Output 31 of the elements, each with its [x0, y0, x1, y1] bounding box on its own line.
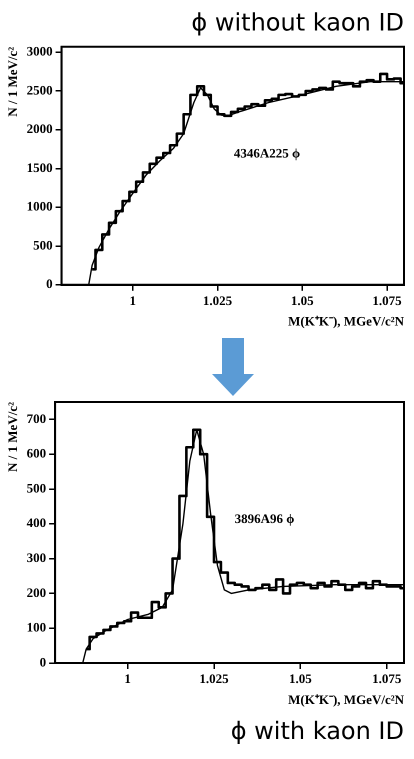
y-tick-label: 0: [40, 654, 46, 670]
y-tick-label: 3000: [26, 44, 53, 59]
y-tick-label: 300: [26, 550, 46, 565]
x-axis-title: M(K⁺K⁻), MGeV/c²N: [288, 314, 405, 329]
text: ϕ with kaon ID: [230, 716, 404, 745]
y-tick-label: 600: [26, 446, 46, 461]
x-tick-label: 1.075: [372, 292, 402, 308]
x-tick-label: 1: [124, 671, 131, 686]
x-tick-label: 1.025: [199, 671, 230, 686]
x-tick-label: 1.075: [372, 671, 402, 686]
y-tick-label: 700: [26, 410, 46, 426]
y-tick-label: 1000: [26, 198, 53, 214]
y-tick-label: 1500: [26, 160, 53, 175]
annotation: 3896A96 ϕ: [234, 510, 294, 526]
chart-title: ϕ without kaon ID: [191, 8, 404, 37]
y-tick-label: 500: [26, 480, 46, 496]
y-tick-label: 500: [33, 237, 53, 252]
x-tick-label: 1.05: [288, 671, 312, 686]
y-axis-title: N / 1 MeV/c²: [5, 402, 20, 472]
y-tick-label: 400: [26, 515, 46, 530]
y-tick-label: 2000: [26, 121, 53, 136]
y-tick-label: 200: [26, 584, 46, 600]
x-tick-label: 1.025: [202, 292, 233, 308]
x-axis-title: M(K⁺K⁻), MGeV/c²N: [288, 692, 405, 707]
y-tick-label: 2500: [26, 82, 53, 98]
x-tick-label: 1.05: [290, 292, 314, 308]
x-tick-label: 1: [130, 292, 136, 308]
y-tick-label: 0: [46, 276, 53, 292]
y-axis-title: N / 1 MeV/c²: [5, 46, 20, 117]
y-tick-label: 100: [26, 620, 46, 635]
annotation: 4346A225 ϕ: [234, 145, 300, 160]
